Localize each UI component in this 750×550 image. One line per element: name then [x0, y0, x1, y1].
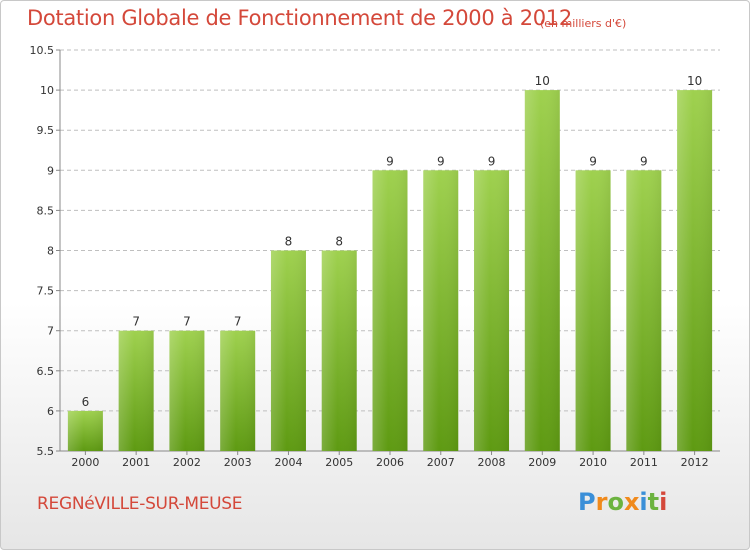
bar-value-label: 10 — [535, 74, 550, 88]
x-tick-label: 2000 — [71, 456, 99, 469]
value-labels: 6 7 7 7 8 8 9 9 9 10 9 9 10 — [82, 74, 703, 409]
x-tick-label: 2003 — [224, 456, 252, 469]
bar-shine — [118, 330, 154, 451]
bar-shine — [677, 90, 713, 451]
bar-value-label: 9 — [437, 154, 445, 168]
logo-letter: x — [623, 488, 640, 516]
logo-letter: P — [578, 488, 596, 516]
proxiti-logo: Proxiti — [578, 488, 667, 516]
chart-subtitle: (en milliers d'€) — [540, 17, 627, 30]
x-tick-label: 2007 — [427, 456, 455, 469]
chart-title: Dotation Globale de Fonctionnement de 20… — [27, 6, 572, 30]
y-tick-label: 6 — [47, 405, 54, 418]
y-tick-label: 7.5 — [37, 285, 55, 298]
bars — [67, 90, 713, 452]
y-tick-label: 9.5 — [37, 124, 55, 137]
x-tick-label: 2006 — [376, 456, 404, 469]
y-tick-label: 6.5 — [37, 365, 55, 378]
x-tick-label: 2001 — [122, 456, 150, 469]
bar-value-label: 7 — [132, 315, 140, 329]
bar-shine — [626, 170, 662, 452]
bar-shine — [67, 410, 103, 451]
bar-value-label: 9 — [488, 154, 496, 168]
bar-shine — [169, 330, 205, 451]
bar-value-label: 7 — [183, 315, 191, 329]
bar-value-label: 9 — [640, 154, 648, 168]
y-tick-label: 10 — [40, 84, 54, 97]
bar-value-label: 9 — [386, 154, 394, 168]
bar-value-label: 10 — [687, 74, 702, 88]
x-axis: 2000 2001 2002 2003 2004 2005 2006 2007 2008 2009… — [71, 451, 709, 469]
bar-shine — [423, 170, 459, 452]
y-tick-label: 9 — [47, 164, 54, 177]
logo-letter: r — [595, 488, 608, 516]
bar-value-label: 8 — [335, 235, 343, 249]
bar-shine — [372, 170, 408, 452]
x-tick-label: 2012 — [681, 456, 709, 469]
bar-value-label: 7 — [234, 315, 242, 329]
bar-shine — [220, 330, 256, 451]
bar-shine — [321, 250, 357, 451]
commune-name: REGNéVILLE-SUR-MEUSE — [37, 494, 243, 514]
y-tick-label: 10.5 — [30, 44, 55, 57]
x-tick-label: 2010 — [579, 456, 607, 469]
logo-letter: i — [659, 488, 668, 516]
y-tick-label: 5.5 — [37, 445, 55, 458]
bar-shine — [474, 170, 510, 452]
x-tick-label: 2004 — [274, 456, 302, 469]
logo-letter: t — [647, 488, 660, 516]
bar-value-label: 8 — [285, 235, 293, 249]
y-tick-label: 8 — [47, 245, 54, 258]
logo-letter: i — [639, 488, 648, 516]
y-tick-label: 8.5 — [37, 204, 55, 217]
x-tick-label: 2008 — [478, 456, 506, 469]
bar-shine — [524, 90, 560, 451]
y-tick-label: 7 — [47, 325, 54, 338]
x-tick-label: 2002 — [173, 456, 201, 469]
x-tick-label: 2005 — [325, 456, 353, 469]
bar-value-label: 6 — [82, 395, 90, 409]
x-tick-label: 2011 — [630, 456, 658, 469]
bar-value-label: 9 — [589, 154, 597, 168]
bar-shine — [575, 170, 611, 452]
bar-shine — [270, 250, 306, 451]
x-tick-label: 2009 — [528, 456, 556, 469]
logo-letter: o — [607, 488, 624, 516]
